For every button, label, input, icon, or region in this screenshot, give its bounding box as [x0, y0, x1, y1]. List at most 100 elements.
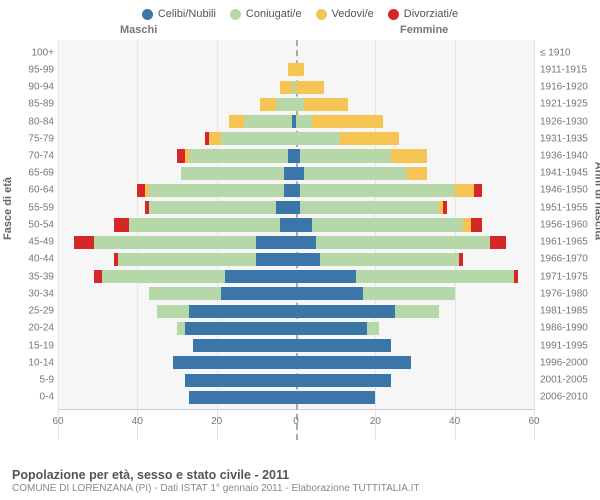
bar-female: [296, 374, 391, 387]
bar-segment: [356, 270, 515, 283]
bar-segment: [391, 149, 427, 162]
x-tick: 60: [52, 416, 63, 427]
bar-female: [296, 115, 383, 128]
year-label: 1941-1945: [540, 168, 588, 179]
bar-male: [185, 374, 296, 387]
bar-segment: [209, 132, 221, 145]
bar-female: [296, 253, 463, 266]
bar-female: [296, 236, 506, 249]
year-label: 1931-1935: [540, 133, 588, 144]
bar-segment: [149, 201, 276, 214]
male-label: Maschi: [120, 24, 157, 36]
bar-female: [296, 305, 439, 318]
bar-segment: [363, 287, 454, 300]
bar-segment: [193, 339, 296, 352]
age-label: 80-84: [0, 116, 54, 127]
age-label: 55-59: [0, 202, 54, 213]
age-label: 60-64: [0, 185, 54, 196]
chart-area: Fasce di età Anni di nascita 100+≤ 19109…: [0, 40, 600, 440]
bar-segment: [455, 184, 475, 197]
bar-segment: [320, 253, 459, 266]
bar-segment: [296, 167, 304, 180]
age-row: 65-69 1941-1945: [0, 165, 600, 182]
year-label: ≤ 1910: [540, 47, 571, 58]
bar-segment: [296, 81, 324, 94]
year-label: 1926-1930: [540, 116, 588, 127]
legend-label: Celibi/Nubili: [158, 8, 216, 20]
bar-segment: [74, 236, 94, 249]
age-label: 95-99: [0, 64, 54, 75]
bar-female: [296, 391, 375, 404]
bar-segment: [102, 270, 225, 283]
bar-male: [149, 287, 296, 300]
year-label: 1966-1970: [540, 254, 588, 265]
bar-segment: [284, 167, 296, 180]
bar-segment: [340, 132, 400, 145]
year-label: 2006-2010: [540, 392, 588, 403]
bar-female: [296, 81, 324, 94]
bar-segment: [474, 184, 482, 197]
legend-swatch: [230, 9, 241, 20]
bar-segment: [280, 218, 296, 231]
bar-segment: [189, 391, 296, 404]
bar-male: [189, 391, 296, 404]
bar-male: [157, 305, 296, 318]
bar-segment: [296, 132, 340, 145]
bar-male: [137, 184, 296, 197]
bar-segment: [304, 167, 407, 180]
age-label: 5-9: [0, 375, 54, 386]
age-row: 95-99 1911-1915: [0, 61, 600, 78]
x-tick: 0: [293, 416, 299, 427]
female-label: Femmine: [400, 24, 448, 36]
age-row: 60-641946-1950: [0, 182, 600, 199]
age-label: 85-89: [0, 99, 54, 110]
footer: Popolazione per età, sesso e stato civil…: [12, 468, 588, 494]
bar-segment: [225, 270, 296, 283]
x-axis: 6040200204060: [0, 412, 600, 440]
legend-swatch: [142, 9, 153, 20]
bar-male: [94, 270, 296, 283]
bar-female: [296, 287, 455, 300]
legend-label: Vedovi/e: [332, 8, 374, 20]
age-label: 0-4: [0, 392, 54, 403]
x-tick: 40: [449, 416, 460, 427]
age-label: 15-19: [0, 340, 54, 351]
bar-female: [296, 218, 482, 231]
age-label: 10-14: [0, 357, 54, 368]
year-label: 1961-1965: [540, 237, 588, 248]
bar-segment: [296, 218, 312, 231]
bar-segment: [296, 305, 395, 318]
year-label: 1996-2000: [540, 357, 588, 368]
footer-sub: COMUNE DI LORENZANA (PI) - Dati ISTAT 1°…: [12, 483, 588, 494]
age-label: 45-49: [0, 237, 54, 248]
bar-segment: [260, 98, 276, 111]
bar-segment: [276, 98, 296, 111]
age-row: 35-391971-1975: [0, 268, 600, 285]
bar-segment: [296, 98, 304, 111]
year-label: 1921-1925: [540, 99, 588, 110]
bar-segment: [181, 167, 284, 180]
age-row: 20-241986-1990: [0, 320, 600, 337]
age-row: 100+≤ 1910: [0, 44, 600, 61]
age-row: 75-79 1931-1935: [0, 130, 600, 147]
bar-male: [205, 132, 296, 145]
age-label: 35-39: [0, 271, 54, 282]
bar-segment: [514, 270, 518, 283]
year-label: 1911-1915: [540, 64, 587, 75]
bar-segment: [296, 391, 375, 404]
age-label: 20-24: [0, 323, 54, 334]
age-label: 65-69: [0, 168, 54, 179]
age-row: 45-49 1961-1965: [0, 234, 600, 251]
x-tick: 20: [211, 416, 222, 427]
age-row: 40-441966-1970: [0, 251, 600, 268]
bar-segment: [316, 236, 491, 249]
year-label: 1951-1955: [540, 202, 588, 213]
legend-item: Celibi/Nubili: [142, 8, 216, 20]
age-label: 75-79: [0, 133, 54, 144]
bar-segment: [157, 305, 189, 318]
bar-segment: [114, 218, 130, 231]
bar-male: [114, 253, 296, 266]
bar-segment: [407, 167, 427, 180]
bar-male: [177, 322, 296, 335]
bar-female: [296, 98, 348, 111]
